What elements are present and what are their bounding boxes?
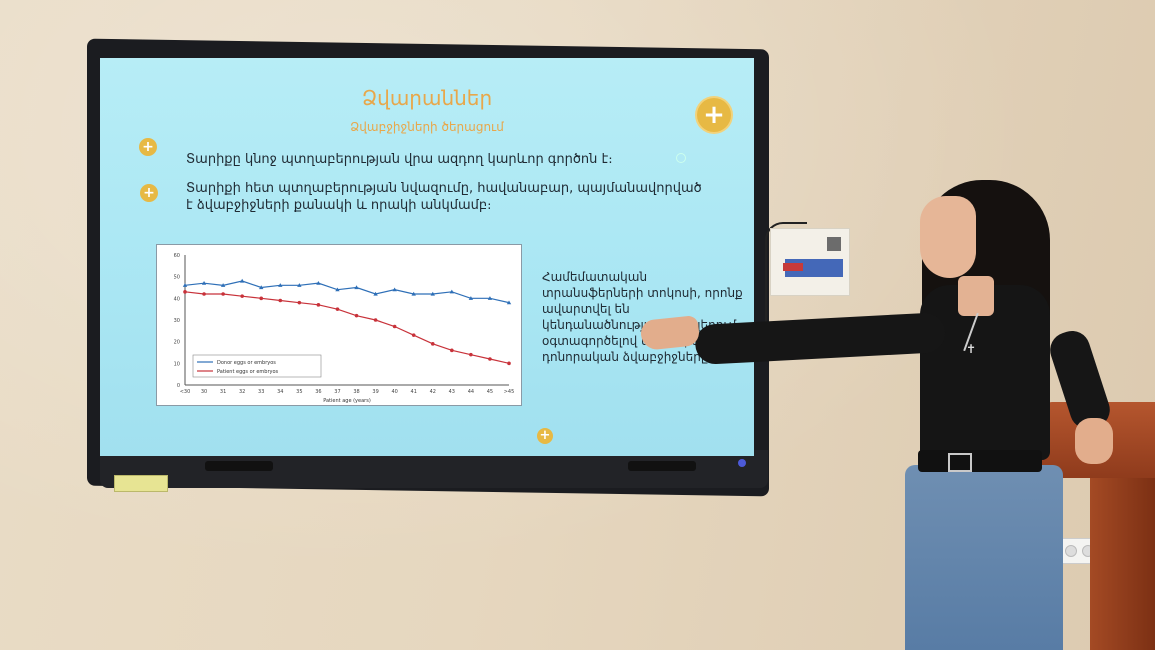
plus-icon[interactable]: +: [697, 98, 731, 132]
data-point: [430, 291, 435, 296]
y-tick-label: 50: [174, 275, 180, 281]
legend-label: Donor eggs or embryos: [217, 360, 276, 366]
plus-icon: +: [139, 138, 157, 156]
presenter-right-hand: [1075, 418, 1113, 464]
x-axis-label: Patient age (years): [323, 398, 371, 404]
data-point: [202, 292, 206, 296]
data-point: [239, 278, 245, 283]
presenter-jeans: [905, 465, 1063, 650]
x-tick-label: 42: [430, 389, 436, 395]
bullet-text: Տարիքը կնոջ պտղաբերության վրա ազդող կարև…: [186, 152, 613, 167]
x-tick-label: 38: [353, 389, 359, 395]
x-tick-label: 34: [277, 389, 283, 395]
data-point: [335, 287, 340, 292]
cross-pendant: ✝: [966, 342, 977, 356]
data-point: [354, 285, 359, 290]
data-point: [316, 280, 321, 285]
data-point: [430, 342, 435, 346]
data-point: [220, 283, 226, 287]
data-point: [411, 333, 416, 337]
presenter-belt: [918, 450, 1042, 472]
poster-image: [827, 237, 841, 251]
x-tick-label: 32: [239, 389, 245, 395]
data-point: [392, 324, 397, 329]
data-point: [201, 280, 207, 285]
legend-label: Patient eggs or embryos: [217, 369, 279, 375]
data-point: [259, 296, 264, 301]
data-point: [297, 283, 302, 287]
series-line: [184, 280, 510, 304]
podium-body: [1090, 470, 1155, 650]
tv-cable: [765, 222, 807, 324]
y-tick-label: 0: [177, 383, 180, 389]
data-point: [449, 289, 455, 294]
line-chart: 0 10 20 30 40 50 60 <30 30 31 32 33 34 35 36 37 38 39 40 41…: [156, 244, 522, 406]
data-point: [182, 283, 188, 287]
tv-speaker-right: [628, 461, 696, 471]
belt-buckle: [948, 453, 972, 472]
x-tick-label: >45: [504, 389, 515, 395]
presenter-face: [920, 196, 976, 278]
x-tick-label: 40: [391, 389, 397, 395]
y-tick-label: 30: [174, 318, 180, 324]
data-point: [450, 348, 454, 353]
x-tick-label: 31: [220, 389, 226, 395]
data-point: [468, 296, 474, 300]
data-point: [392, 287, 397, 292]
x-tick-label: 43: [449, 389, 455, 395]
plus-icon: +: [140, 184, 158, 202]
y-tick-label: 60: [174, 253, 180, 259]
y-tick-label: 10: [174, 361, 180, 367]
y-tick-label: 40: [174, 296, 180, 302]
y-tick-label: 20: [174, 340, 180, 346]
x-tick-label: 33: [258, 389, 264, 395]
data-point: [259, 285, 264, 290]
data-point: [469, 352, 473, 357]
chart-svg: 0 10 20 30 40 50 60 <30 30 31 32 33 34 35 36 37 38 39 40 41…: [174, 253, 515, 404]
cursor-dot: [676, 153, 686, 163]
x-tick-label: 44: [468, 389, 474, 395]
x-tick-label: 39: [372, 389, 378, 395]
data-point: [278, 283, 283, 287]
x-tick-label: 45: [487, 389, 493, 395]
x-tick-label: 41: [411, 389, 417, 395]
data-point: [240, 294, 244, 298]
slide-title: Ձվարաններ: [361, 86, 493, 110]
presenter-neck: [958, 276, 994, 316]
x-tick-label: <30: [180, 389, 191, 395]
plus-icon[interactable]: +: [537, 428, 553, 444]
x-tick-label: 36: [315, 389, 321, 395]
x-tick-label: 37: [334, 389, 340, 395]
data-point: [411, 291, 416, 296]
tv-speaker-left: [205, 461, 273, 471]
wall-poster: [770, 228, 850, 296]
data-point: [487, 296, 493, 300]
tv-power-indicator: [738, 459, 746, 467]
poster-stripe: [783, 263, 803, 271]
presentation-screen: Ձվարաններ Ձվաբջիջների ծերացում + + Տարիք…: [100, 58, 754, 456]
bullet-text: Տարիքի հետ պտղաբերության նվազումը, հավան…: [186, 181, 702, 213]
x-tick-label: 30: [201, 389, 207, 395]
data-point: [506, 300, 512, 305]
data-point: [297, 300, 302, 305]
sticky-note: [114, 475, 168, 492]
data-point: [354, 313, 359, 318]
slide-subtitle: Ձվաբջիջների ծերացում: [350, 120, 504, 134]
data-point: [373, 291, 378, 296]
x-tick-label: 35: [296, 389, 302, 395]
data-point: [278, 298, 283, 303]
data-point: [488, 357, 492, 361]
data-point: [221, 292, 225, 296]
data-point: [373, 318, 378, 322]
legend-box: [192, 354, 322, 378]
data-point: [183, 290, 187, 294]
series-line: [184, 291, 510, 364]
data-point: [335, 307, 340, 311]
data-point: [316, 303, 321, 307]
data-point: [507, 361, 511, 366]
